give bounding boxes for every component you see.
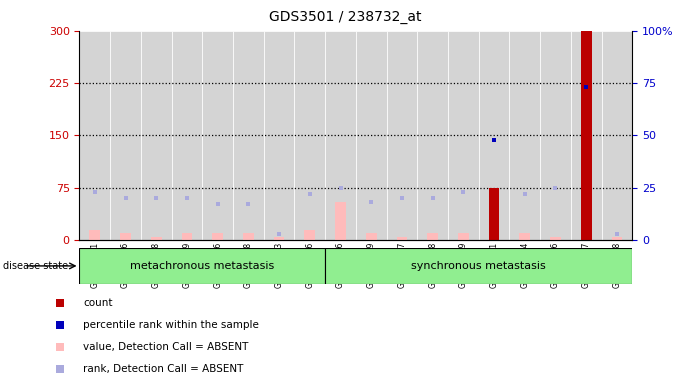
Bar — [325, 248, 632, 284]
Bar — [550, 237, 561, 240]
Bar — [294, 31, 325, 240]
Bar — [458, 233, 468, 240]
Bar — [602, 31, 632, 240]
Bar — [233, 31, 264, 240]
Text: metachronous metastasis: metachronous metastasis — [130, 261, 274, 271]
Bar — [120, 233, 131, 240]
Bar — [325, 31, 356, 240]
Bar — [366, 233, 377, 240]
Bar — [571, 31, 602, 240]
Bar — [141, 31, 171, 240]
Text: GDS3501 / 238732_at: GDS3501 / 238732_at — [269, 10, 422, 23]
Bar — [171, 31, 202, 240]
Text: count: count — [83, 298, 113, 308]
Bar — [397, 237, 407, 240]
Bar — [540, 31, 571, 240]
Bar — [386, 31, 417, 240]
Bar — [110, 31, 141, 240]
Text: synchronous metastasis: synchronous metastasis — [411, 261, 546, 271]
Bar — [305, 230, 315, 240]
Bar — [79, 248, 325, 284]
Bar — [79, 31, 110, 240]
Bar — [448, 31, 479, 240]
Bar — [427, 233, 438, 240]
Bar — [581, 31, 591, 240]
Bar — [417, 31, 448, 240]
Bar — [612, 237, 623, 240]
Text: value, Detection Call = ABSENT: value, Detection Call = ABSENT — [83, 342, 249, 352]
Bar — [151, 237, 162, 240]
Bar — [182, 233, 192, 240]
Bar — [520, 233, 530, 240]
Bar — [479, 31, 509, 240]
Bar — [274, 237, 285, 240]
Text: disease state: disease state — [3, 261, 68, 271]
Text: rank, Detection Call = ABSENT: rank, Detection Call = ABSENT — [83, 364, 243, 374]
Bar — [264, 31, 294, 240]
Bar — [202, 31, 233, 240]
Bar — [212, 233, 223, 240]
Bar — [509, 31, 540, 240]
Bar — [89, 230, 100, 240]
Bar — [243, 233, 254, 240]
Bar — [356, 31, 386, 240]
Text: percentile rank within the sample: percentile rank within the sample — [83, 320, 259, 330]
Bar — [335, 202, 346, 240]
Bar — [489, 188, 500, 240]
